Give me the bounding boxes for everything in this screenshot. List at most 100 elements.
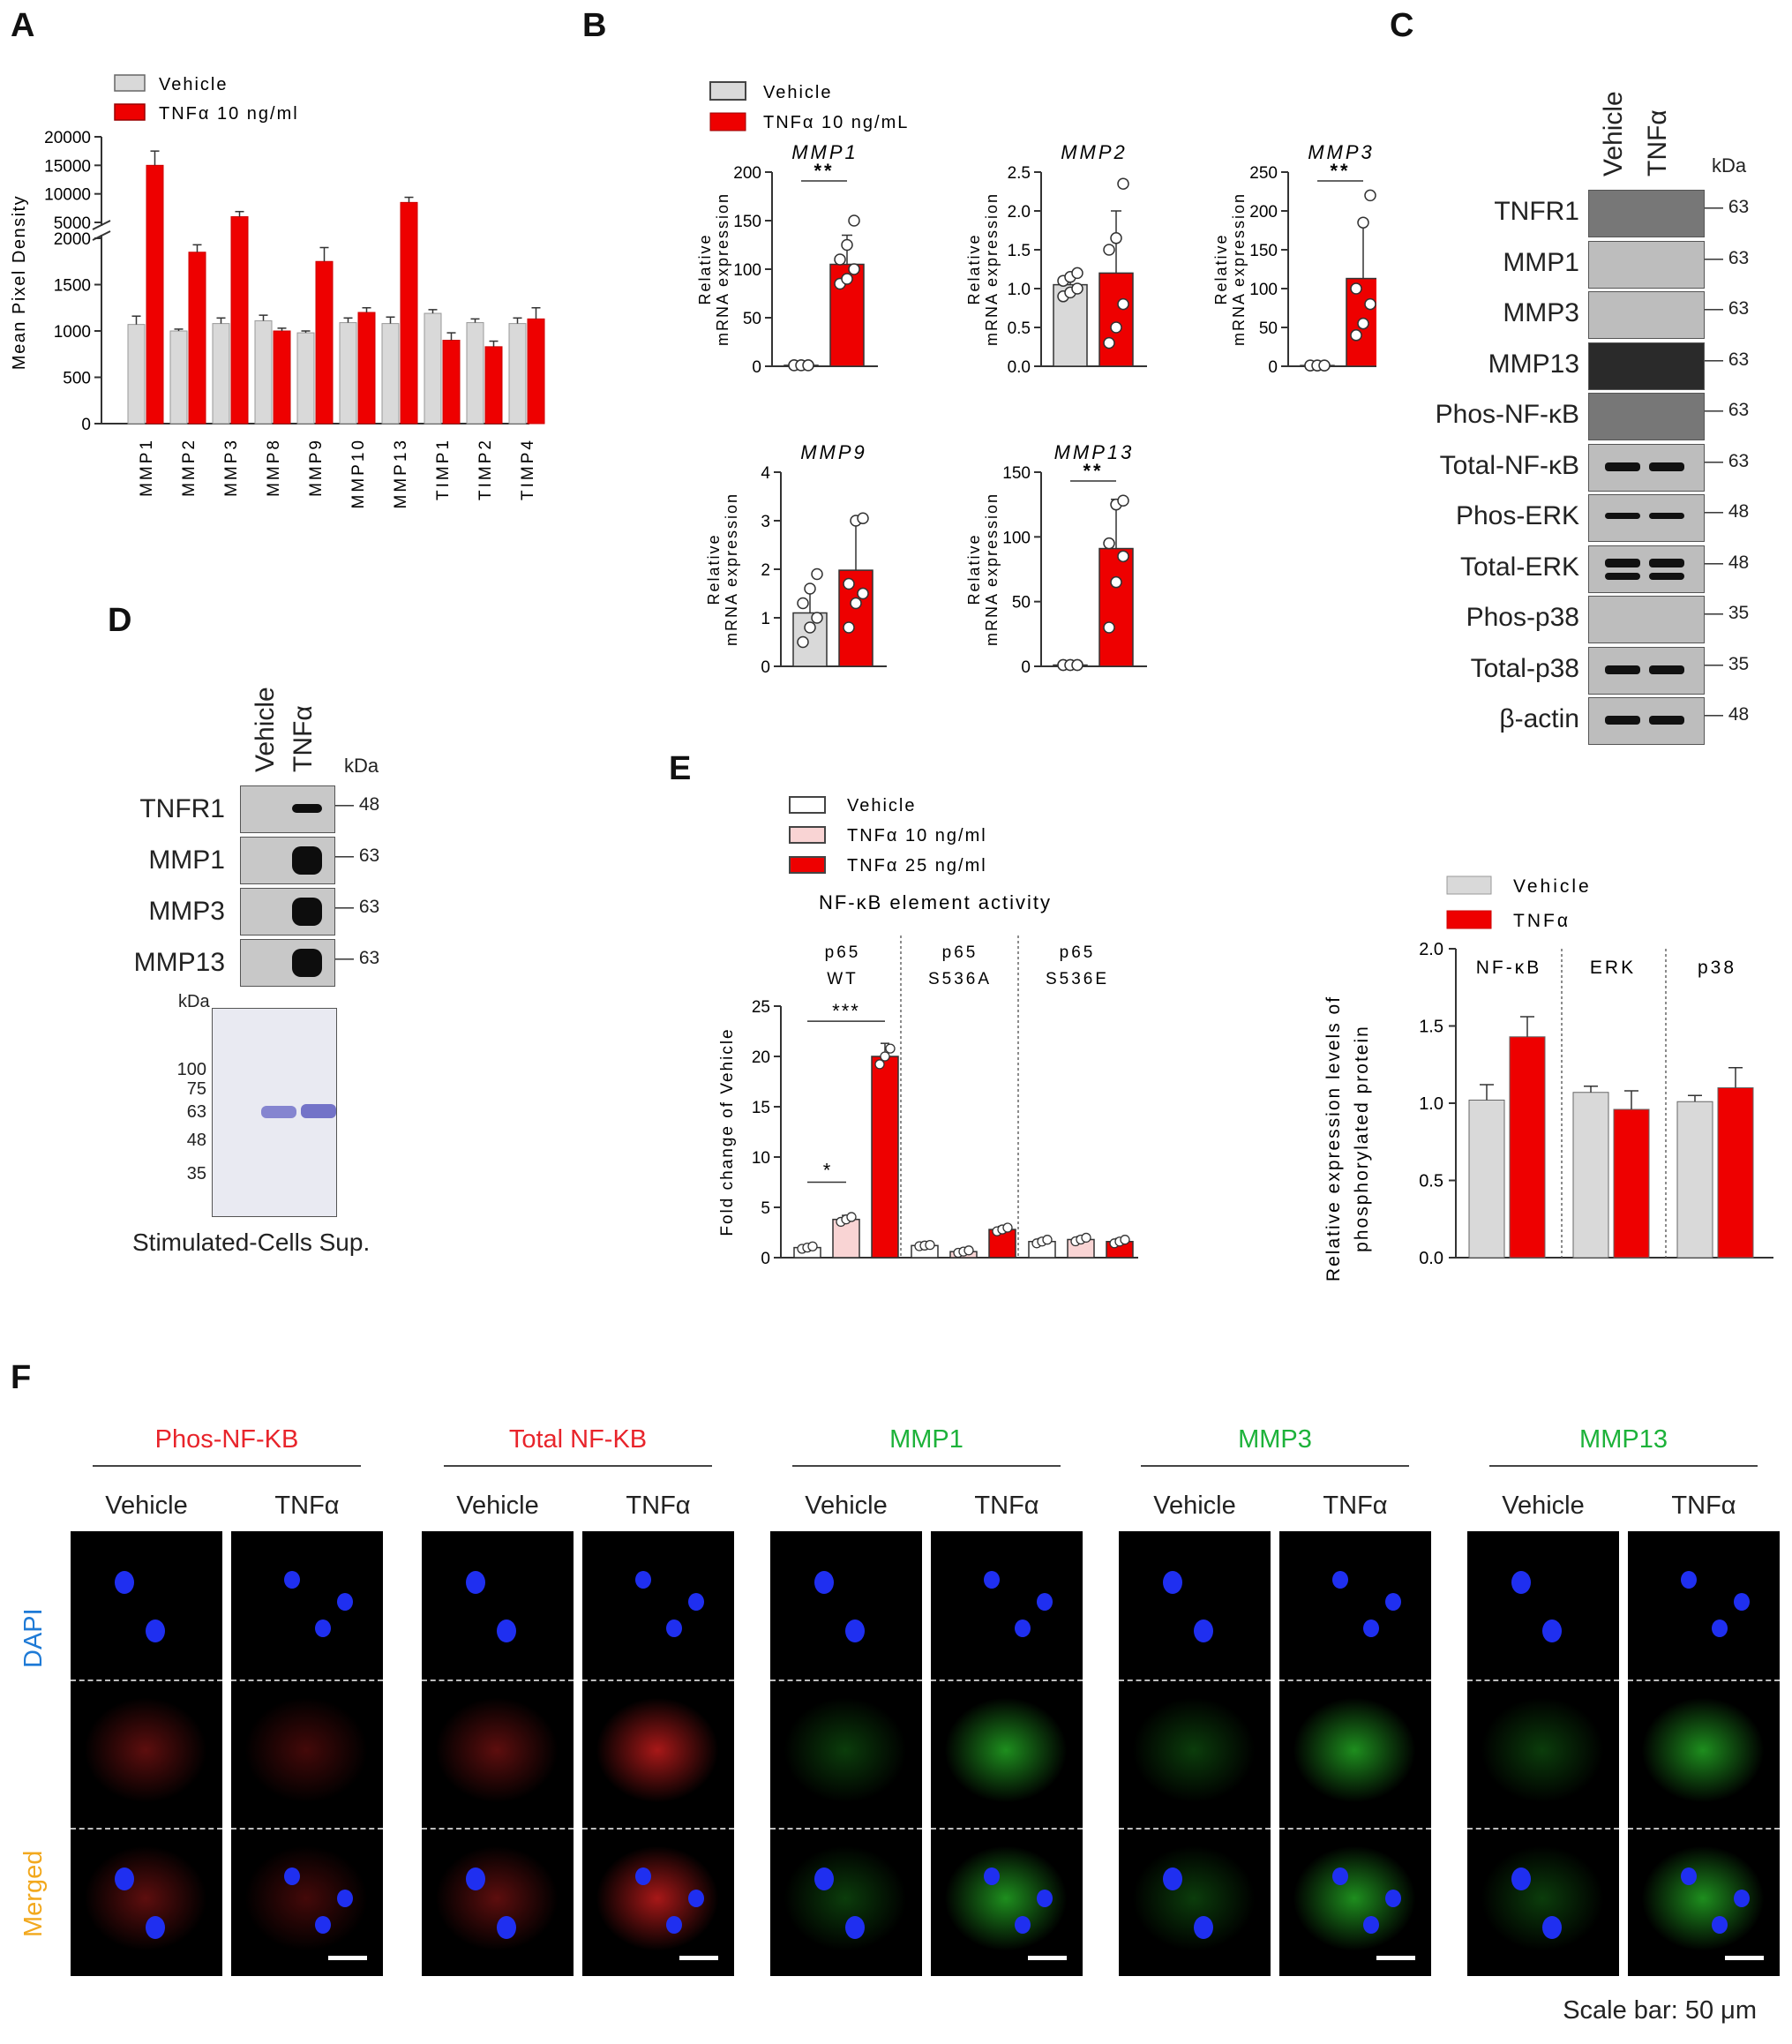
if-nucleus — [1163, 1867, 1182, 1890]
data-point — [1103, 336, 1115, 349]
if-nucleus — [466, 1867, 485, 1890]
if-image-column — [1628, 1531, 1780, 1976]
scale-bar — [1725, 1956, 1764, 1960]
if-nucleus — [1015, 1916, 1031, 1934]
if-image-column — [931, 1531, 1083, 1976]
blot-lane-box — [1588, 393, 1705, 440]
y-tick-label: 0.5 — [1008, 319, 1031, 338]
if-image-column — [1279, 1531, 1431, 1976]
gel-marker-label: 100 — [176, 1060, 206, 1079]
data-point — [1110, 321, 1122, 334]
gel-marker-label: 63 — [186, 1102, 206, 1122]
y-tick-label: 2.0 — [1419, 940, 1443, 959]
group-label: S536E — [1046, 970, 1109, 988]
bar-tnf — [400, 201, 418, 425]
data-point — [1364, 189, 1376, 202]
data-point — [841, 273, 853, 285]
data-point — [1318, 359, 1331, 372]
panel-label-b: B — [582, 7, 607, 44]
if-nucleus — [1681, 1867, 1697, 1885]
significance-label: * — [823, 1160, 831, 1182]
legend-label: Vehicle — [847, 796, 917, 815]
y-tick-label: 200 — [1249, 203, 1278, 222]
if-nucleus — [814, 1571, 834, 1594]
if-nucleus — [845, 1916, 865, 1939]
y-tick-label: 2000 — [54, 230, 91, 249]
legend-swatch — [789, 826, 826, 844]
data-point — [1117, 177, 1129, 190]
chart-a-mmp-density: Vehicle TNFα 10 ng/ml 0 500 1000 1500 20005000… — [10, 74, 545, 508]
if-nucleus — [1734, 1593, 1750, 1611]
blot-lane-box — [240, 837, 335, 884]
if-col-label: Vehicle — [805, 1492, 888, 1520]
data-point — [1071, 282, 1083, 295]
blot-row-label: Phos-NF-κB — [1435, 400, 1579, 429]
y-tick-label: 1 — [761, 610, 770, 628]
chart-title: NF-κB element activity — [819, 891, 1052, 913]
bar-tnf — [230, 216, 249, 425]
if-col-label: Vehicle — [1502, 1492, 1585, 1520]
blot-row-label: TNFR1 — [1494, 197, 1579, 226]
legend-swatch-vehicle — [114, 74, 146, 92]
if-row-divider — [1119, 1828, 1271, 1830]
if-row-divider — [931, 1828, 1083, 1830]
if-image-column — [1119, 1531, 1271, 1976]
if-row-divider — [1119, 1680, 1271, 1681]
legend-label: TNFα 25 ng/ml — [847, 856, 987, 875]
row-label-dapi: DAPI — [19, 1608, 48, 1668]
chart-e-phospho-protein: Vehicle TNFα 0.0 0.5 1.0 1.5 2.0 Relative expre… — [1323, 875, 1773, 1281]
data-point — [1350, 329, 1362, 342]
if-image-column — [582, 1531, 734, 1976]
data-point — [1002, 1222, 1013, 1233]
y-axis-label: mRNA expression — [983, 492, 1001, 646]
data-point — [846, 1212, 857, 1222]
bar-vehicle — [466, 322, 484, 425]
col-header-tnf: TNFα — [289, 705, 318, 772]
y-tick-label: 25 — [752, 998, 770, 1017]
data-point — [797, 597, 809, 610]
if-cytoplasm-stain — [244, 1697, 368, 1803]
if-nucleus — [1734, 1890, 1750, 1907]
significance-label: *** — [832, 1000, 860, 1022]
category-label: MMP9 — [307, 438, 326, 497]
legend-label-vehicle: Vehicle — [763, 83, 833, 102]
blot-lane-box — [1588, 596, 1705, 643]
y-tick-label: 1500 — [54, 277, 91, 296]
if-group-underline — [792, 1465, 1061, 1467]
blot-kda-marker: — 48 — [1705, 704, 1750, 725]
blot-band — [1605, 665, 1640, 674]
col-header-vehicle: Vehicle — [251, 687, 280, 772]
y-tick-label: 2.5 — [1008, 164, 1031, 183]
y-tick-label: 50 — [1259, 319, 1278, 338]
blot-band — [292, 949, 322, 977]
if-col-label: TNFα — [1323, 1492, 1388, 1520]
if-row-divider — [422, 1680, 574, 1681]
y-axis-label: Relative — [696, 233, 714, 304]
blot-band — [1605, 558, 1640, 567]
group-label: p65 — [942, 943, 978, 962]
legend-label: TNFα 10 ng/ml — [847, 826, 987, 845]
category-label: MMP10 — [349, 438, 368, 508]
if-nucleus — [146, 1619, 165, 1642]
bar-vehicle — [1572, 1092, 1609, 1259]
if-nucleus — [315, 1916, 331, 1934]
data-point — [804, 621, 816, 634]
data-point — [811, 567, 823, 581]
y-tick-label: 100 — [1249, 281, 1278, 299]
if-nucleus — [1037, 1593, 1053, 1611]
if-group-underline — [93, 1465, 361, 1467]
bar-vehicle — [381, 323, 400, 425]
y-tick-label: 15000 — [44, 157, 91, 176]
if-cytoplasm-stain — [944, 1697, 1068, 1803]
bar-tnf — [188, 252, 206, 425]
y-axis-label: mRNA expression — [714, 192, 731, 346]
if-nucleus — [1712, 1619, 1728, 1637]
data-point — [797, 635, 809, 649]
legend-label-tnf: TNFα 10 ng/ml — [159, 104, 299, 124]
y-tick-label: 2.0 — [1008, 203, 1031, 222]
y-axis-label: Relative — [965, 233, 983, 304]
if-nucleus — [688, 1890, 704, 1907]
blot-band — [1605, 716, 1640, 725]
scale-bar — [1028, 1956, 1067, 1960]
